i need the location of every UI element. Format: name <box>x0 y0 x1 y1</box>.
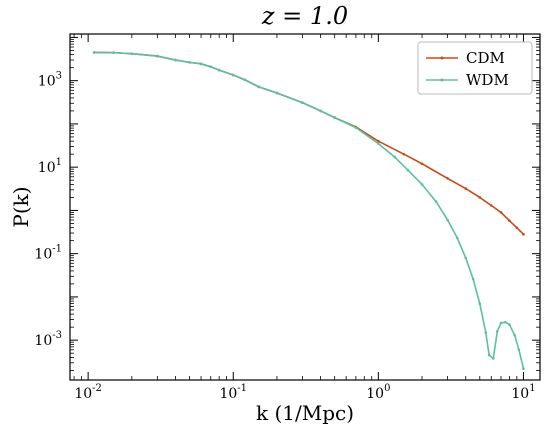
data-point <box>354 126 358 129</box>
data-point <box>434 200 438 203</box>
x-tick-label: 101 <box>511 383 535 402</box>
data-point <box>492 357 495 360</box>
data-point <box>393 155 397 159</box>
data-point <box>406 168 410 172</box>
legend: CDM WDM <box>417 41 533 95</box>
data-point <box>156 54 159 58</box>
data-point <box>301 101 304 104</box>
data-point <box>499 321 503 325</box>
data-point <box>333 116 336 119</box>
data-point <box>377 139 380 143</box>
data-point <box>112 51 115 54</box>
data-point <box>377 142 380 145</box>
data-point <box>319 109 322 113</box>
y-tick-label: 103 <box>38 71 62 90</box>
data-point <box>508 323 511 326</box>
data-point <box>515 226 519 229</box>
data-point <box>402 152 406 156</box>
data-point <box>471 277 475 281</box>
data-point <box>275 91 279 95</box>
series-wdm <box>92 51 525 370</box>
data-point <box>464 187 468 190</box>
x-axis-label: k (1/Mpc) <box>256 401 354 425</box>
data-point <box>484 331 488 334</box>
data-point <box>522 367 525 370</box>
data-point <box>456 236 459 240</box>
data-point <box>464 256 468 260</box>
data-point <box>209 65 213 69</box>
data-point <box>489 204 493 207</box>
y-tick-label: 101 <box>38 157 62 176</box>
data-point <box>199 62 203 66</box>
data-point <box>508 219 511 222</box>
data-point <box>513 333 516 337</box>
data-point <box>420 183 424 186</box>
data-point <box>231 73 235 77</box>
legend-box <box>417 41 533 95</box>
data-point <box>92 51 96 54</box>
x-tick-label: 10-2 <box>74 383 102 402</box>
data-point <box>478 302 482 305</box>
ticks-layer: 10-2 10-1 100 101 10-3 10-1 101 103 <box>34 34 540 402</box>
data-point <box>487 353 491 357</box>
data-point <box>499 211 503 214</box>
data-point <box>130 52 134 56</box>
x-tick-label: 100 <box>366 383 390 402</box>
y-axis-label: P(k) <box>9 186 33 227</box>
data-point <box>243 78 247 82</box>
data-point <box>517 348 521 352</box>
legend-marker-cdm <box>440 56 444 60</box>
data-point <box>522 233 525 236</box>
series-layer <box>92 51 525 370</box>
series-line-wdm <box>94 51 525 369</box>
legend-label-wdm: WDM <box>466 71 509 89</box>
y-tick-label: 10-1 <box>34 244 62 263</box>
legend-label-cdm: CDM <box>466 49 505 67</box>
data-point <box>217 68 221 72</box>
data-point <box>257 85 261 89</box>
x-tick-label: 10-1 <box>219 383 247 402</box>
data-point <box>495 330 499 333</box>
data-point <box>188 61 191 64</box>
data-point <box>446 177 449 180</box>
data-point <box>446 218 449 222</box>
plot-frame <box>69 33 541 381</box>
legend-marker-wdm <box>440 78 444 82</box>
y-tick-label: 10-3 <box>34 330 62 349</box>
data-point <box>478 196 482 199</box>
chart-title: z = 1.0 <box>261 2 348 30</box>
data-point <box>504 320 507 324</box>
data-point <box>174 58 177 62</box>
data-point <box>420 162 424 166</box>
